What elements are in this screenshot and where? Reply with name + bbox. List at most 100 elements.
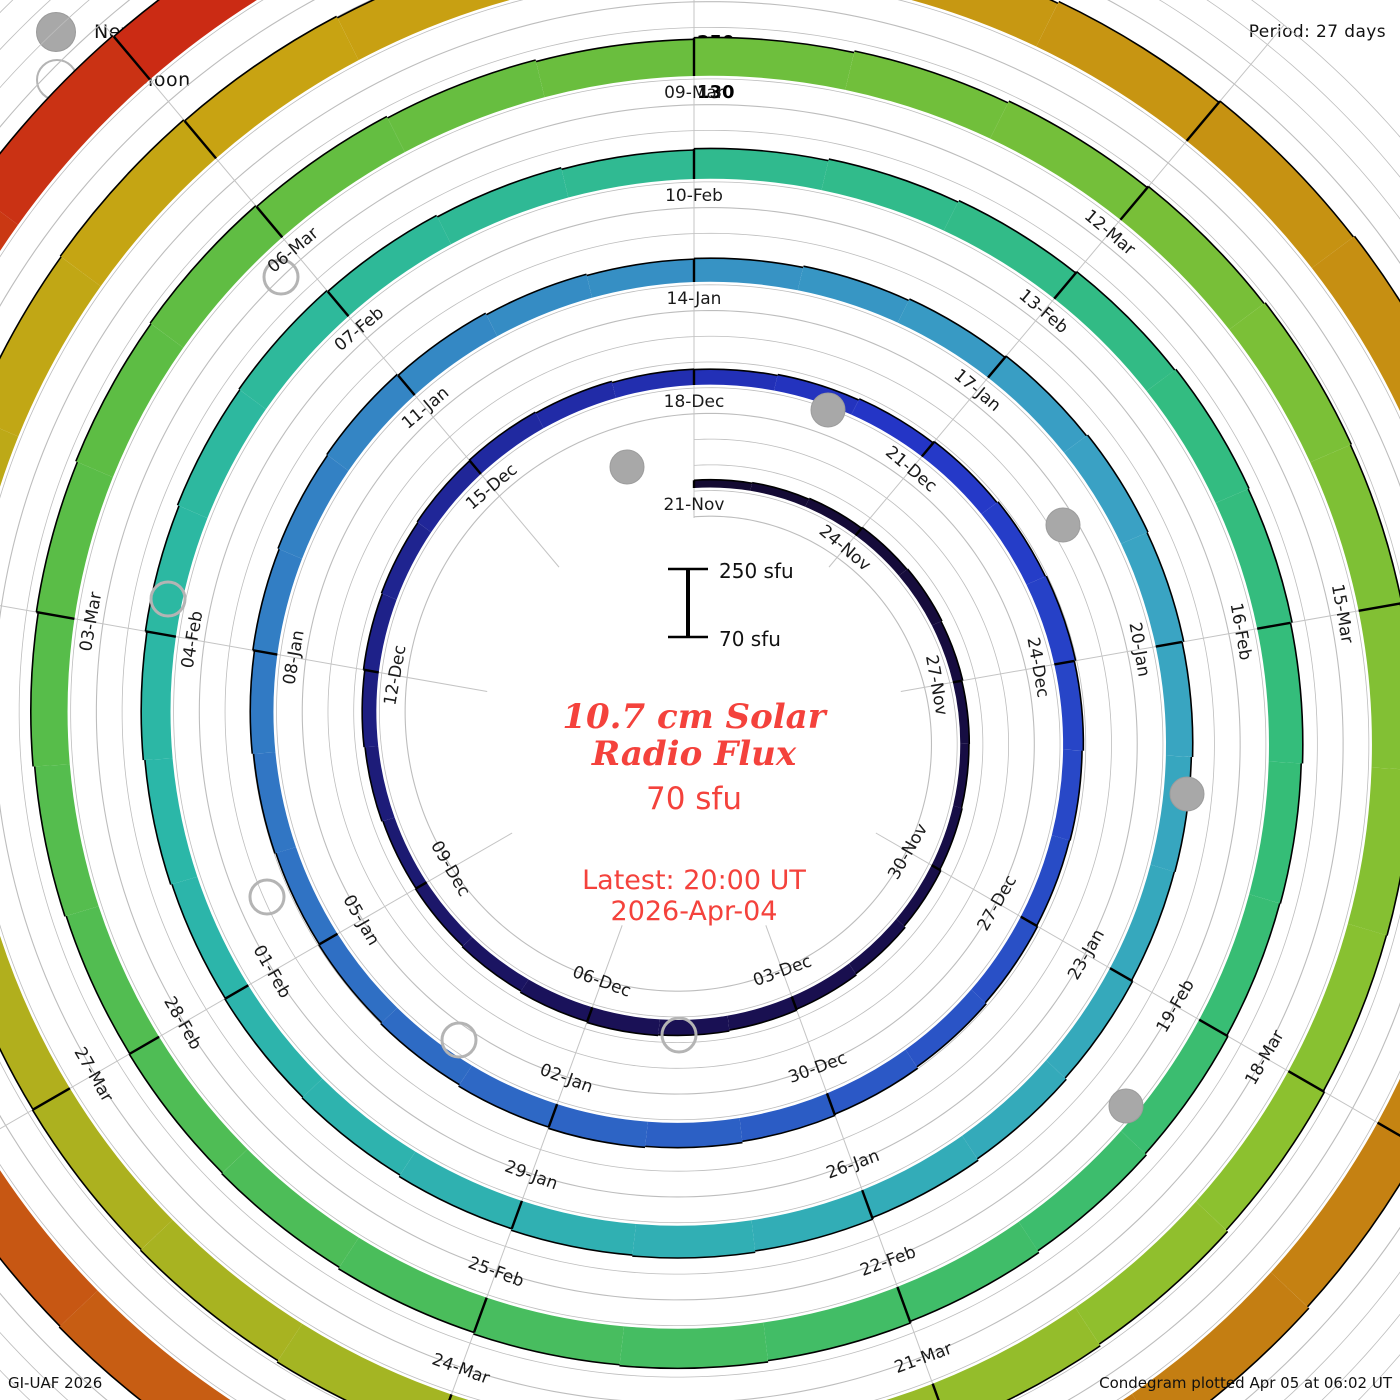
flux-sample-edge — [337, 1267, 475, 1334]
day-tick — [1155, 640, 1183, 648]
flux-sample-edge — [1209, 1307, 1310, 1400]
flux-sample-edge — [1005, 355, 1088, 437]
flux-segment — [1121, 532, 1184, 647]
flux-sample-edge — [976, 1078, 1067, 1160]
date-label: 21-Mar — [892, 1339, 955, 1378]
scale-bar-bottom-label: 70 sfu — [719, 627, 781, 651]
date-label: 30-Dec — [786, 1048, 850, 1088]
flux-sample-edge — [113, 0, 161, 38]
flux-segment — [971, 916, 1038, 1003]
chart-title-line1: 10.7 cm Solar — [562, 697, 827, 737]
flux-sample-edge — [1006, 1345, 1101, 1400]
flux-sample-edge — [834, 1067, 919, 1115]
grid-spiral — [121, 130, 1215, 1275]
flux-sample-edge — [961, 680, 971, 745]
flux-sample-edge — [414, 888, 464, 947]
flux-segment — [586, 259, 694, 298]
day-tick — [1256, 621, 1291, 630]
flux-sample-edge — [1247, 488, 1293, 623]
grid-spiral — [70, 78, 1267, 1327]
day-tick — [36, 610, 75, 620]
flux-sample-edge — [171, 884, 227, 999]
scale-bar: 250 sfu 70 sfu — [668, 559, 794, 651]
flux-segment — [612, 369, 694, 398]
flux-segment — [1229, 302, 1352, 463]
flux-sample-edge — [33, 766, 66, 917]
flux-segment — [1347, 767, 1400, 936]
flux-sample-edge — [1219, 100, 1355, 238]
flux-segment — [1215, 488, 1293, 629]
flux-sample-edge — [31, 1109, 142, 1251]
flux-segment — [1018, 1130, 1147, 1251]
flux-sample-edge — [128, 1053, 223, 1174]
flux-segment — [953, 743, 969, 809]
day-tick — [224, 984, 249, 1000]
flux-segment — [1150, 755, 1192, 872]
flux-sample-edge — [871, 1159, 979, 1219]
date-label: 01-Feb — [249, 942, 295, 1002]
flux-segment — [826, 1049, 918, 1115]
flux-sample-edge — [548, 1127, 646, 1149]
grid-spiral — [379, 387, 958, 1018]
flux-segment — [469, 412, 544, 475]
day-tick — [790, 996, 798, 1011]
day-tick — [252, 649, 278, 656]
flux-sample-edge — [0, 1257, 61, 1327]
date-label: 24-Dec — [1023, 636, 1053, 699]
flux-sample-edge — [693, 368, 778, 377]
flux-sample-edge — [1181, 641, 1194, 758]
center-caption: 10.7 cm Solar Radio Flux 70 sfu Latest: … — [562, 697, 827, 927]
flux-sample-edge — [561, 149, 695, 171]
flux-segment — [897, 1221, 1039, 1322]
date-label: 27-Dec — [974, 872, 1022, 935]
flux-sample-edge — [742, 1114, 836, 1143]
flux-segment — [224, 985, 323, 1098]
flux-sample-edge — [1289, 622, 1304, 764]
flux-sample-edge — [473, 1333, 620, 1366]
flux-segment — [326, 374, 415, 471]
grid-spiral — [0, 1, 1344, 1400]
flux-segment — [221, 1149, 359, 1268]
flux-segment — [763, 1286, 911, 1361]
flux-segment — [851, 398, 934, 457]
flux-sample-edge — [35, 461, 79, 613]
flux-sample-edge — [468, 411, 536, 461]
flux-sample-edge — [301, 1097, 401, 1176]
moon-markers — [149, 258, 1205, 1124]
day-tick — [1287, 1070, 1325, 1093]
flux-sample-edge — [535, 38, 695, 63]
flux-segment — [486, 274, 593, 337]
flux-segment — [990, 101, 1148, 220]
flux-sample-edge — [139, 1249, 279, 1362]
flux-segment — [896, 865, 941, 927]
flux-segment — [437, 167, 569, 245]
flux-sample-edge — [256, 115, 388, 208]
grid-spiral — [95, 104, 1241, 1301]
flux-sample-edge — [361, 669, 366, 748]
flux-sample-edge — [997, 501, 1047, 577]
flux-sample-edge — [252, 548, 280, 651]
flux-segment — [140, 1219, 303, 1361]
flux-sample-edge — [1086, 434, 1149, 533]
day-tick — [397, 374, 416, 396]
flux-sample-edge — [1037, 1154, 1147, 1252]
grid-spiral — [327, 336, 1009, 1069]
date-label: 26-Jan — [824, 1146, 882, 1184]
radial-tick-130: 130 — [697, 82, 735, 103]
full-moon-marker — [149, 580, 187, 618]
flux-segment — [1288, 923, 1387, 1092]
footer-credit: GI-UAF 2026 — [8, 1374, 103, 1392]
flux-segment — [931, 621, 963, 683]
date-label: 23-Jan — [1064, 926, 1109, 984]
date-label: 15-Mar — [1327, 583, 1357, 645]
flux-sample-edge — [397, 312, 487, 376]
day-tick — [854, 526, 864, 537]
flux-segment — [34, 764, 99, 917]
date-label: 24-Mar — [429, 1349, 492, 1388]
flux-sample-edge — [1058, 0, 1220, 103]
date-label: 19-Feb — [1153, 976, 1199, 1036]
flux-segment — [363, 593, 397, 673]
full-moon-marker — [262, 258, 300, 296]
flux-segment — [520, 979, 593, 1022]
flux-sample-edge — [619, 1361, 769, 1370]
